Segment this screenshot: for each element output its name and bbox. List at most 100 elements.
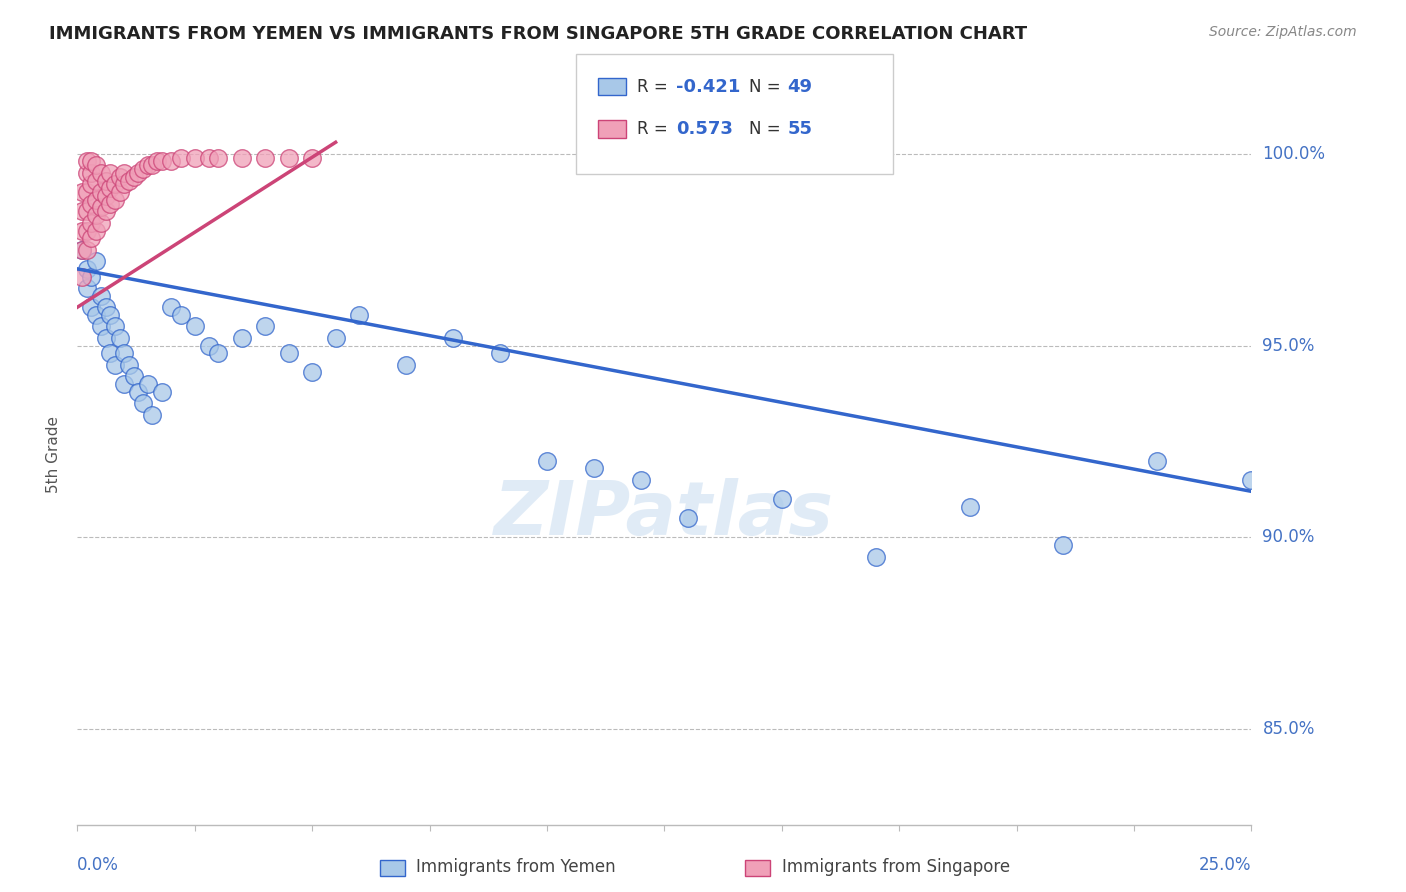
Point	[112, 178, 135, 192]
Point	[76, 154, 98, 169]
Point	[231, 151, 253, 165]
Point	[108, 331, 131, 345]
Point	[207, 346, 229, 360]
Point	[70, 269, 93, 284]
Text: Source: ZipAtlas.com: Source: ZipAtlas.com	[1209, 25, 1357, 39]
Point	[84, 254, 107, 268]
Point	[132, 396, 155, 410]
Point	[770, 491, 793, 506]
Point	[76, 261, 98, 276]
Point	[1052, 538, 1074, 552]
Point	[536, 453, 558, 467]
Point	[347, 308, 370, 322]
Point	[160, 154, 183, 169]
Point	[127, 166, 149, 180]
Point	[136, 158, 159, 172]
Text: IMMIGRANTS FROM YEMEN VS IMMIGRANTS FROM SINGAPORE 5TH GRADE CORRELATION CHART: IMMIGRANTS FROM YEMEN VS IMMIGRANTS FROM…	[49, 25, 1028, 43]
Point	[104, 178, 127, 192]
Text: 85.0%: 85.0%	[1263, 720, 1315, 739]
Point	[112, 376, 135, 391]
Point	[118, 174, 141, 188]
Point	[84, 158, 107, 172]
Point	[104, 193, 127, 207]
Point	[98, 196, 121, 211]
Point	[94, 189, 117, 203]
Point	[76, 185, 98, 199]
Point	[207, 151, 229, 165]
Point	[169, 308, 191, 322]
Point	[98, 166, 121, 180]
Point	[94, 174, 117, 188]
Text: 25.0%: 25.0%	[1199, 855, 1251, 873]
Point	[395, 358, 418, 372]
Point	[1240, 473, 1263, 487]
Point	[141, 408, 163, 422]
Point	[277, 346, 299, 360]
Point	[112, 346, 135, 360]
Point	[582, 461, 605, 475]
Point	[76, 223, 98, 237]
Point	[70, 223, 93, 237]
Point	[80, 269, 103, 284]
Point	[70, 204, 93, 219]
Text: 95.0%: 95.0%	[1263, 336, 1315, 355]
Text: 100.0%: 100.0%	[1263, 145, 1326, 162]
Point	[325, 331, 347, 345]
Point	[865, 549, 887, 564]
Point	[84, 193, 107, 207]
Point	[90, 166, 112, 180]
Point	[198, 338, 221, 352]
Point	[90, 185, 112, 199]
Point	[80, 196, 103, 211]
Text: Immigrants from Singapore: Immigrants from Singapore	[782, 858, 1010, 876]
Point	[104, 319, 127, 334]
Text: -0.421: -0.421	[676, 78, 741, 95]
Point	[90, 201, 112, 215]
Point	[254, 319, 277, 334]
Point	[160, 300, 183, 314]
Text: 0.573: 0.573	[676, 120, 733, 138]
Text: 0.0%: 0.0%	[77, 855, 120, 873]
Point	[90, 319, 112, 334]
Point	[70, 185, 93, 199]
Point	[254, 151, 277, 165]
Point	[84, 223, 107, 237]
Text: R =: R =	[637, 120, 673, 138]
Point	[676, 511, 699, 525]
Point	[301, 366, 323, 380]
Point	[80, 154, 103, 169]
Text: ZIPatlas: ZIPatlas	[495, 477, 834, 550]
Point	[80, 300, 103, 314]
Point	[80, 231, 103, 245]
Point	[94, 331, 117, 345]
Point	[70, 243, 93, 257]
Point	[108, 185, 131, 199]
Point	[80, 166, 103, 180]
Point	[959, 500, 981, 514]
Text: N =: N =	[749, 78, 786, 95]
Point	[150, 384, 173, 399]
Point	[98, 308, 121, 322]
Point	[630, 473, 652, 487]
Point	[76, 243, 98, 257]
Point	[198, 151, 221, 165]
Point	[80, 216, 103, 230]
Point	[84, 208, 107, 222]
Point	[98, 346, 121, 360]
Text: N =: N =	[749, 120, 786, 138]
Point	[277, 151, 299, 165]
Point	[84, 308, 107, 322]
Text: 55: 55	[787, 120, 813, 138]
Point	[183, 151, 207, 165]
Point	[118, 358, 141, 372]
Point	[94, 204, 117, 219]
Point	[136, 376, 159, 391]
Point	[84, 174, 107, 188]
Point	[1146, 453, 1168, 467]
Point	[108, 169, 131, 184]
Point	[80, 178, 103, 192]
Point	[112, 166, 135, 180]
Point	[76, 166, 98, 180]
Point	[132, 162, 155, 177]
Point	[70, 243, 93, 257]
